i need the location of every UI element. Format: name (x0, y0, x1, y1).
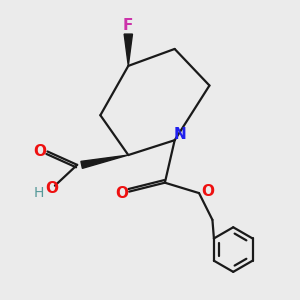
Polygon shape (81, 155, 128, 168)
Polygon shape (124, 34, 133, 66)
Text: O: O (201, 184, 214, 199)
Text: O: O (34, 144, 46, 159)
Text: O: O (45, 181, 58, 196)
Text: O: O (115, 186, 128, 201)
Text: F: F (123, 18, 134, 33)
Text: H: H (33, 186, 44, 200)
Text: N: N (174, 127, 186, 142)
